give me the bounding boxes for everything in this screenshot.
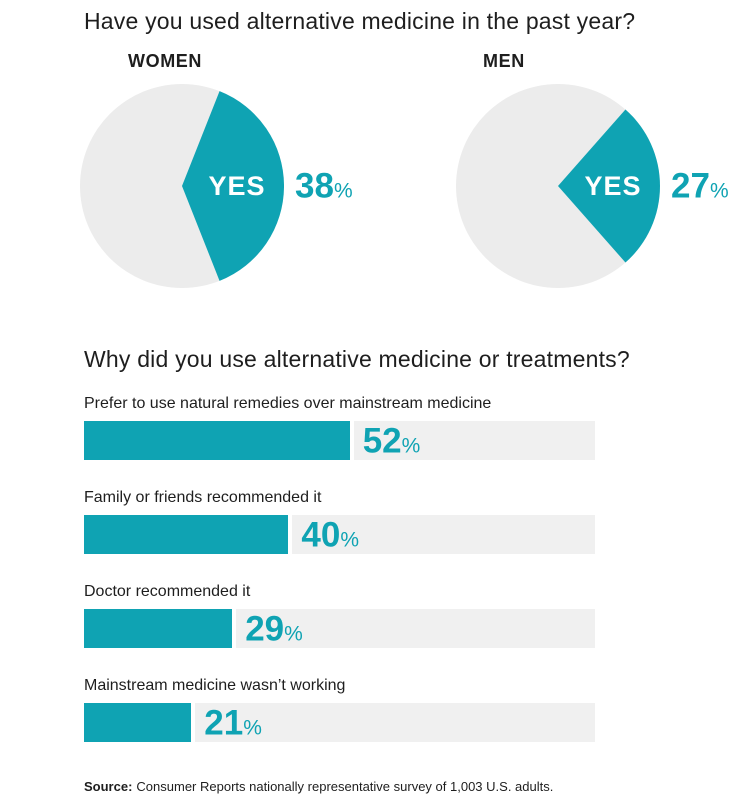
- bar-fill: [84, 703, 196, 742]
- bar-label: Family or friends recommended it: [84, 489, 322, 506]
- pie-percent-callout-men: 27%: [671, 168, 729, 203]
- bar-percent-value: 21: [204, 702, 244, 742]
- pie-group-men: MEN YES 27%: [456, 51, 729, 288]
- pie-group-women: WOMEN YES 38%: [80, 51, 353, 288]
- question-2-title: Why did you use alternative medicine or …: [84, 346, 630, 372]
- bar-fill: [84, 515, 293, 554]
- bar-fill: [84, 609, 237, 648]
- bar-row-natural-remedies: Prefer to use natural remedies over main…: [84, 394, 595, 460]
- pie-group-women-label: WOMEN: [128, 51, 202, 71]
- bar-label: Prefer to use natural remedies over main…: [84, 395, 492, 412]
- source-note: Source: Consumer Reports nationally repre…: [84, 779, 553, 794]
- pie-slice-yes-women: [182, 91, 285, 281]
- pie-percent-value-men: 27: [671, 166, 710, 206]
- bar-chart: Prefer to use natural remedies over main…: [84, 394, 595, 770]
- source-prefix: Source:: [84, 779, 133, 794]
- percent-sign: %: [243, 715, 262, 739]
- pie-chart-women: YES 38%: [80, 84, 353, 288]
- bar-fill: [84, 421, 354, 460]
- bar-label: Mainstream medicine wasn’t working: [84, 677, 346, 694]
- bar-track: 21%: [84, 703, 595, 742]
- pie-percent-value-women: 38: [295, 166, 334, 206]
- percent-sign: %: [340, 527, 360, 551]
- percent-sign: %: [333, 179, 353, 203]
- bar-percent: 40%: [301, 517, 360, 552]
- bar-track: 29%: [84, 609, 595, 648]
- bar-percent: 52%: [363, 423, 421, 458]
- source-text: Consumer Reports nationally representati…: [136, 779, 554, 794]
- bar-percent: 29%: [245, 611, 303, 646]
- bar-label: Doctor recommended it: [84, 583, 251, 600]
- pie-yes-label-women: YES: [208, 171, 265, 201]
- bar-percent-value: 52: [362, 420, 402, 460]
- percent-sign: %: [284, 621, 303, 645]
- bar-track: 40%: [84, 515, 595, 554]
- percent-sign: %: [401, 433, 421, 457]
- bar-row-mainstream-not-working: Mainstream medicine wasn’t working 21%: [84, 676, 595, 742]
- bar-track: 52%: [84, 421, 595, 460]
- bar-row-family-friends: Family or friends recommended it 40%: [84, 488, 595, 554]
- pie-chart-men: YES 27%: [456, 84, 729, 288]
- pie-slice-yes-men: [558, 109, 660, 263]
- bar-percent: 21%: [204, 705, 262, 740]
- bar-percent-value: 29: [245, 608, 285, 648]
- pie-percent-callout-women: 38%: [295, 168, 353, 203]
- percent-sign: %: [709, 179, 729, 203]
- question-1-title: Have you used alternative medicine in th…: [84, 8, 636, 34]
- pie-yes-label-men: YES: [584, 171, 641, 201]
- pie-svg-women: YES: [80, 84, 285, 288]
- pie-group-men-label: MEN: [483, 51, 525, 71]
- pie-svg-men: YES: [456, 84, 660, 288]
- bar-row-doctor: Doctor recommended it 29%: [84, 582, 595, 648]
- bar-percent-value: 40: [301, 514, 341, 554]
